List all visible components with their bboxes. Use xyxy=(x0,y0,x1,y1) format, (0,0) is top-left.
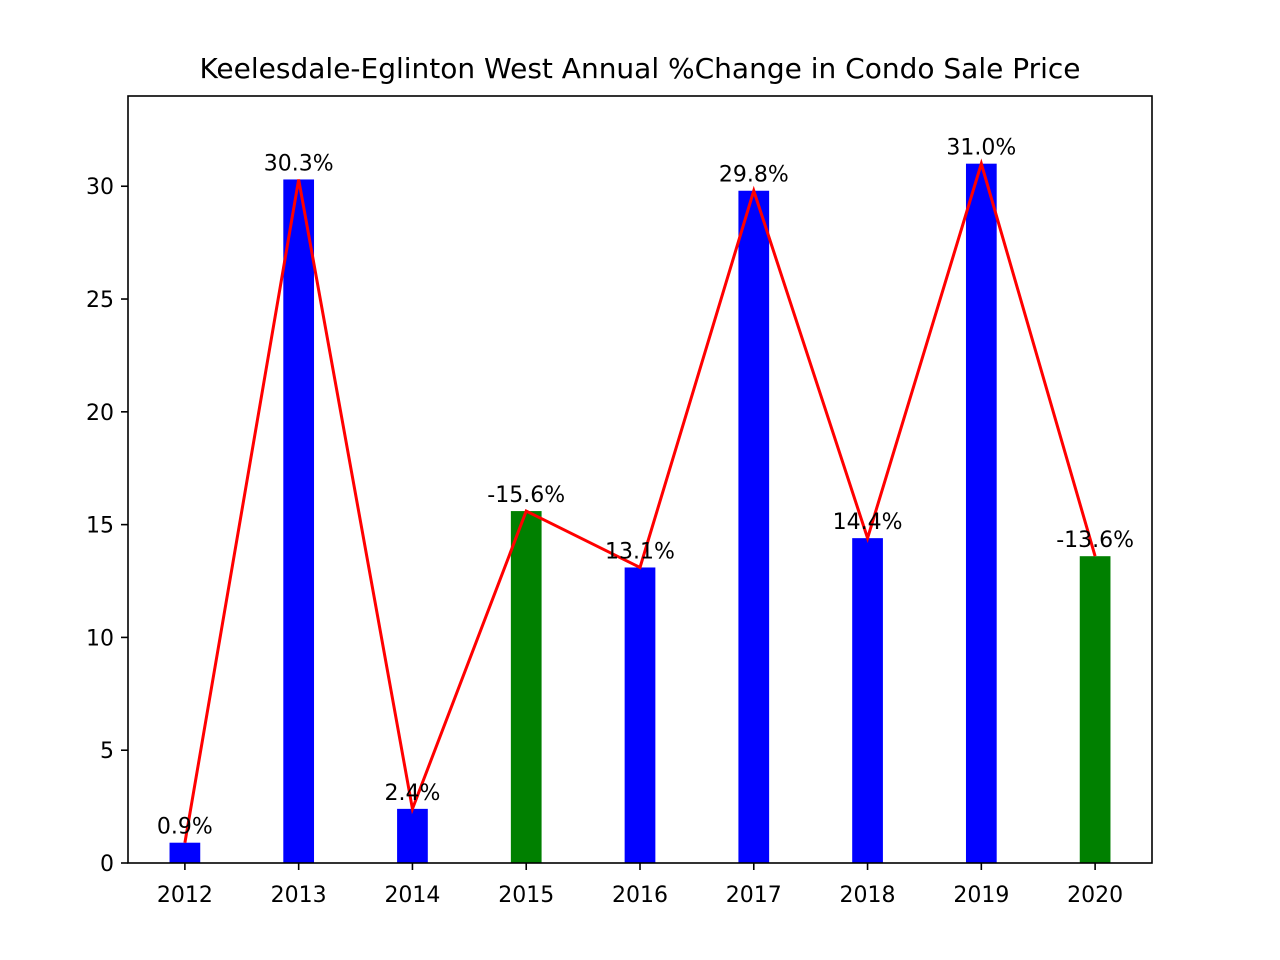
y-tick-label-30: 30 xyxy=(86,175,114,200)
x-tick-label-2013: 2013 xyxy=(271,883,327,908)
bar-labels-layer: 0.9% 30.3% 2.4% -15.6% 13.1% 29.8% 14.4% 31.0% -… xyxy=(157,136,1134,840)
bar-2017 xyxy=(738,190,770,863)
bar-2012 xyxy=(169,842,201,863)
bar-label-2014: 2.4% xyxy=(384,781,440,806)
bar-2014 xyxy=(397,808,428,863)
bar-2019 xyxy=(965,163,997,864)
bars-layer xyxy=(169,163,1111,864)
y-tick-label-5: 5 xyxy=(100,739,114,764)
bar-label-2012: 0.9% xyxy=(157,815,213,840)
y-tick-label-25: 25 xyxy=(86,288,114,313)
bar-2020 xyxy=(1079,556,1111,863)
y-tick-label-10: 10 xyxy=(86,626,114,651)
x-tick-label-2018: 2018 xyxy=(840,883,896,908)
bar-label-2019: 31.0% xyxy=(946,136,1016,161)
x-tick-label-2012: 2012 xyxy=(157,883,213,908)
bar-label-2013: 30.3% xyxy=(264,151,334,176)
bar-label-2018: 14.4% xyxy=(833,510,903,535)
axes-layer: 2012 2013 2014 2015 2016 2017 2018 2019 20200510… xyxy=(86,175,1123,908)
bar-2016 xyxy=(624,567,656,863)
x-tick-label-2019: 2019 xyxy=(953,883,1009,908)
plot-frame xyxy=(127,95,1153,864)
y-tick-label-0: 0 xyxy=(100,852,114,877)
x-tick-label-2016: 2016 xyxy=(612,883,668,908)
x-tick-label-2017: 2017 xyxy=(726,883,782,908)
bar-2015 xyxy=(510,511,542,863)
trend-line xyxy=(183,158,1097,843)
x-tick-label-2014: 2014 xyxy=(384,883,440,908)
trend-line-layer xyxy=(183,158,1097,843)
chart-title: Keelesdale-Eglinton West Annual %Change … xyxy=(199,52,1080,85)
bar-label-2017: 29.8% xyxy=(719,163,789,188)
x-tick-label-2020: 2020 xyxy=(1067,883,1123,908)
y-tick-label-15: 15 xyxy=(86,514,114,539)
bar-label-2016: 13.1% xyxy=(605,539,675,564)
bar-label-2020: -13.6% xyxy=(1056,528,1134,553)
bar-label-2015: -15.6% xyxy=(487,483,565,508)
bar-2013 xyxy=(283,179,315,863)
y-tick-label-20: 20 xyxy=(86,401,114,426)
bar-2018 xyxy=(852,538,883,863)
x-tick-label-2015: 2015 xyxy=(498,883,554,908)
